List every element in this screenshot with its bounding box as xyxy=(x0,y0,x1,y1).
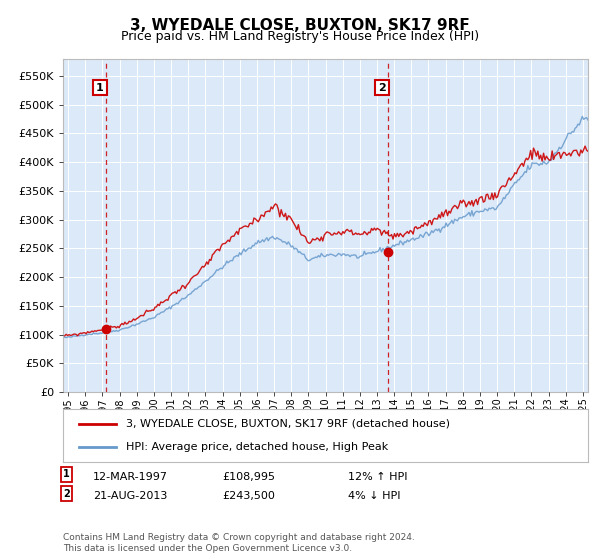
Text: 4% ↓ HPI: 4% ↓ HPI xyxy=(348,491,401,501)
Text: £243,500: £243,500 xyxy=(222,491,275,501)
Text: HPI: Average price, detached house, High Peak: HPI: Average price, detached house, High… xyxy=(126,442,388,452)
Text: 1: 1 xyxy=(63,469,70,479)
Text: 2: 2 xyxy=(63,489,70,499)
Text: 12% ↑ HPI: 12% ↑ HPI xyxy=(348,472,407,482)
Text: Contains HM Land Registry data © Crown copyright and database right 2024.
This d: Contains HM Land Registry data © Crown c… xyxy=(63,533,415,553)
Text: Price paid vs. HM Land Registry's House Price Index (HPI): Price paid vs. HM Land Registry's House … xyxy=(121,30,479,43)
Text: 21-AUG-2013: 21-AUG-2013 xyxy=(93,491,167,501)
Text: £108,995: £108,995 xyxy=(222,472,275,482)
Text: 2: 2 xyxy=(378,82,386,92)
Text: 1: 1 xyxy=(96,82,104,92)
Text: 3, WYEDALE CLOSE, BUXTON, SK17 9RF: 3, WYEDALE CLOSE, BUXTON, SK17 9RF xyxy=(130,18,470,33)
Text: 3, WYEDALE CLOSE, BUXTON, SK17 9RF (detached house): 3, WYEDALE CLOSE, BUXTON, SK17 9RF (deta… xyxy=(126,419,450,429)
Text: 12-MAR-1997: 12-MAR-1997 xyxy=(93,472,168,482)
